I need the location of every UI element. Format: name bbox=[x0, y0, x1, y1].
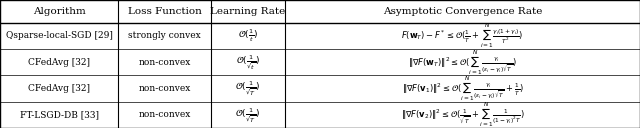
Text: Algorithm: Algorithm bbox=[33, 7, 86, 16]
Text: $F(\mathbf{w}_T) - F^* \leq \mathcal{O}(\frac{1}{T} + \sum_{i=1}^{N} \frac{\gamm: $F(\mathbf{w}_T) - F^* \leq \mathcal{O}(… bbox=[401, 22, 524, 50]
Text: $\|\nabla F(\mathbf{w}_T)\|^2 \leq \mathcal{O}(\sum_{i=1}^{N} \frac{\gamma_i}{(\: $\|\nabla F(\mathbf{w}_T)\|^2 \leq \math… bbox=[408, 48, 516, 77]
Text: $\|\nabla F(\mathbf{v}_2)\|^2 \leq \mathcal{O}(\frac{1}{\sqrt{T}} + \sum_{i=1}^{: $\|\nabla F(\mathbf{v}_2)\|^2 \leq \math… bbox=[401, 100, 524, 128]
Text: $\mathcal{O}(\frac{1}{\sqrt{t}})$: $\mathcal{O}(\frac{1}{\sqrt{t}})$ bbox=[236, 54, 260, 71]
Text: Qsparse-local-SGD [29]: Qsparse-local-SGD [29] bbox=[6, 31, 113, 40]
Text: Asymptotic Convergence Rate: Asymptotic Convergence Rate bbox=[383, 7, 542, 16]
Text: Learning Rate: Learning Rate bbox=[211, 7, 285, 16]
Text: FT-LSGD-DB [33]: FT-LSGD-DB [33] bbox=[20, 110, 99, 119]
Text: $\mathcal{O}(\frac{1}{\sqrt{T}})$: $\mathcal{O}(\frac{1}{\sqrt{T}})$ bbox=[236, 80, 260, 97]
Text: $\mathcal{O}(\frac{1}{\sqrt{T}})$: $\mathcal{O}(\frac{1}{\sqrt{T}})$ bbox=[236, 106, 260, 124]
Text: CFedAvg [32]: CFedAvg [32] bbox=[28, 58, 90, 67]
Text: non-convex: non-convex bbox=[139, 84, 191, 93]
Text: strongly convex: strongly convex bbox=[129, 31, 201, 40]
Text: $\|\nabla F(\mathbf{v}_1)\|^2 \leq \mathcal{O}(\sum_{i=1}^{N} \frac{\gamma_i}{(\: $\|\nabla F(\mathbf{v}_1)\|^2 \leq \math… bbox=[401, 74, 524, 103]
Text: non-convex: non-convex bbox=[139, 110, 191, 119]
Text: Loss Function: Loss Function bbox=[128, 7, 202, 16]
Text: non-convex: non-convex bbox=[139, 58, 191, 67]
Text: $\mathcal{O}(\frac{1}{t})$: $\mathcal{O}(\frac{1}{t})$ bbox=[238, 28, 258, 44]
Text: CFedAvg [32]: CFedAvg [32] bbox=[28, 84, 90, 93]
